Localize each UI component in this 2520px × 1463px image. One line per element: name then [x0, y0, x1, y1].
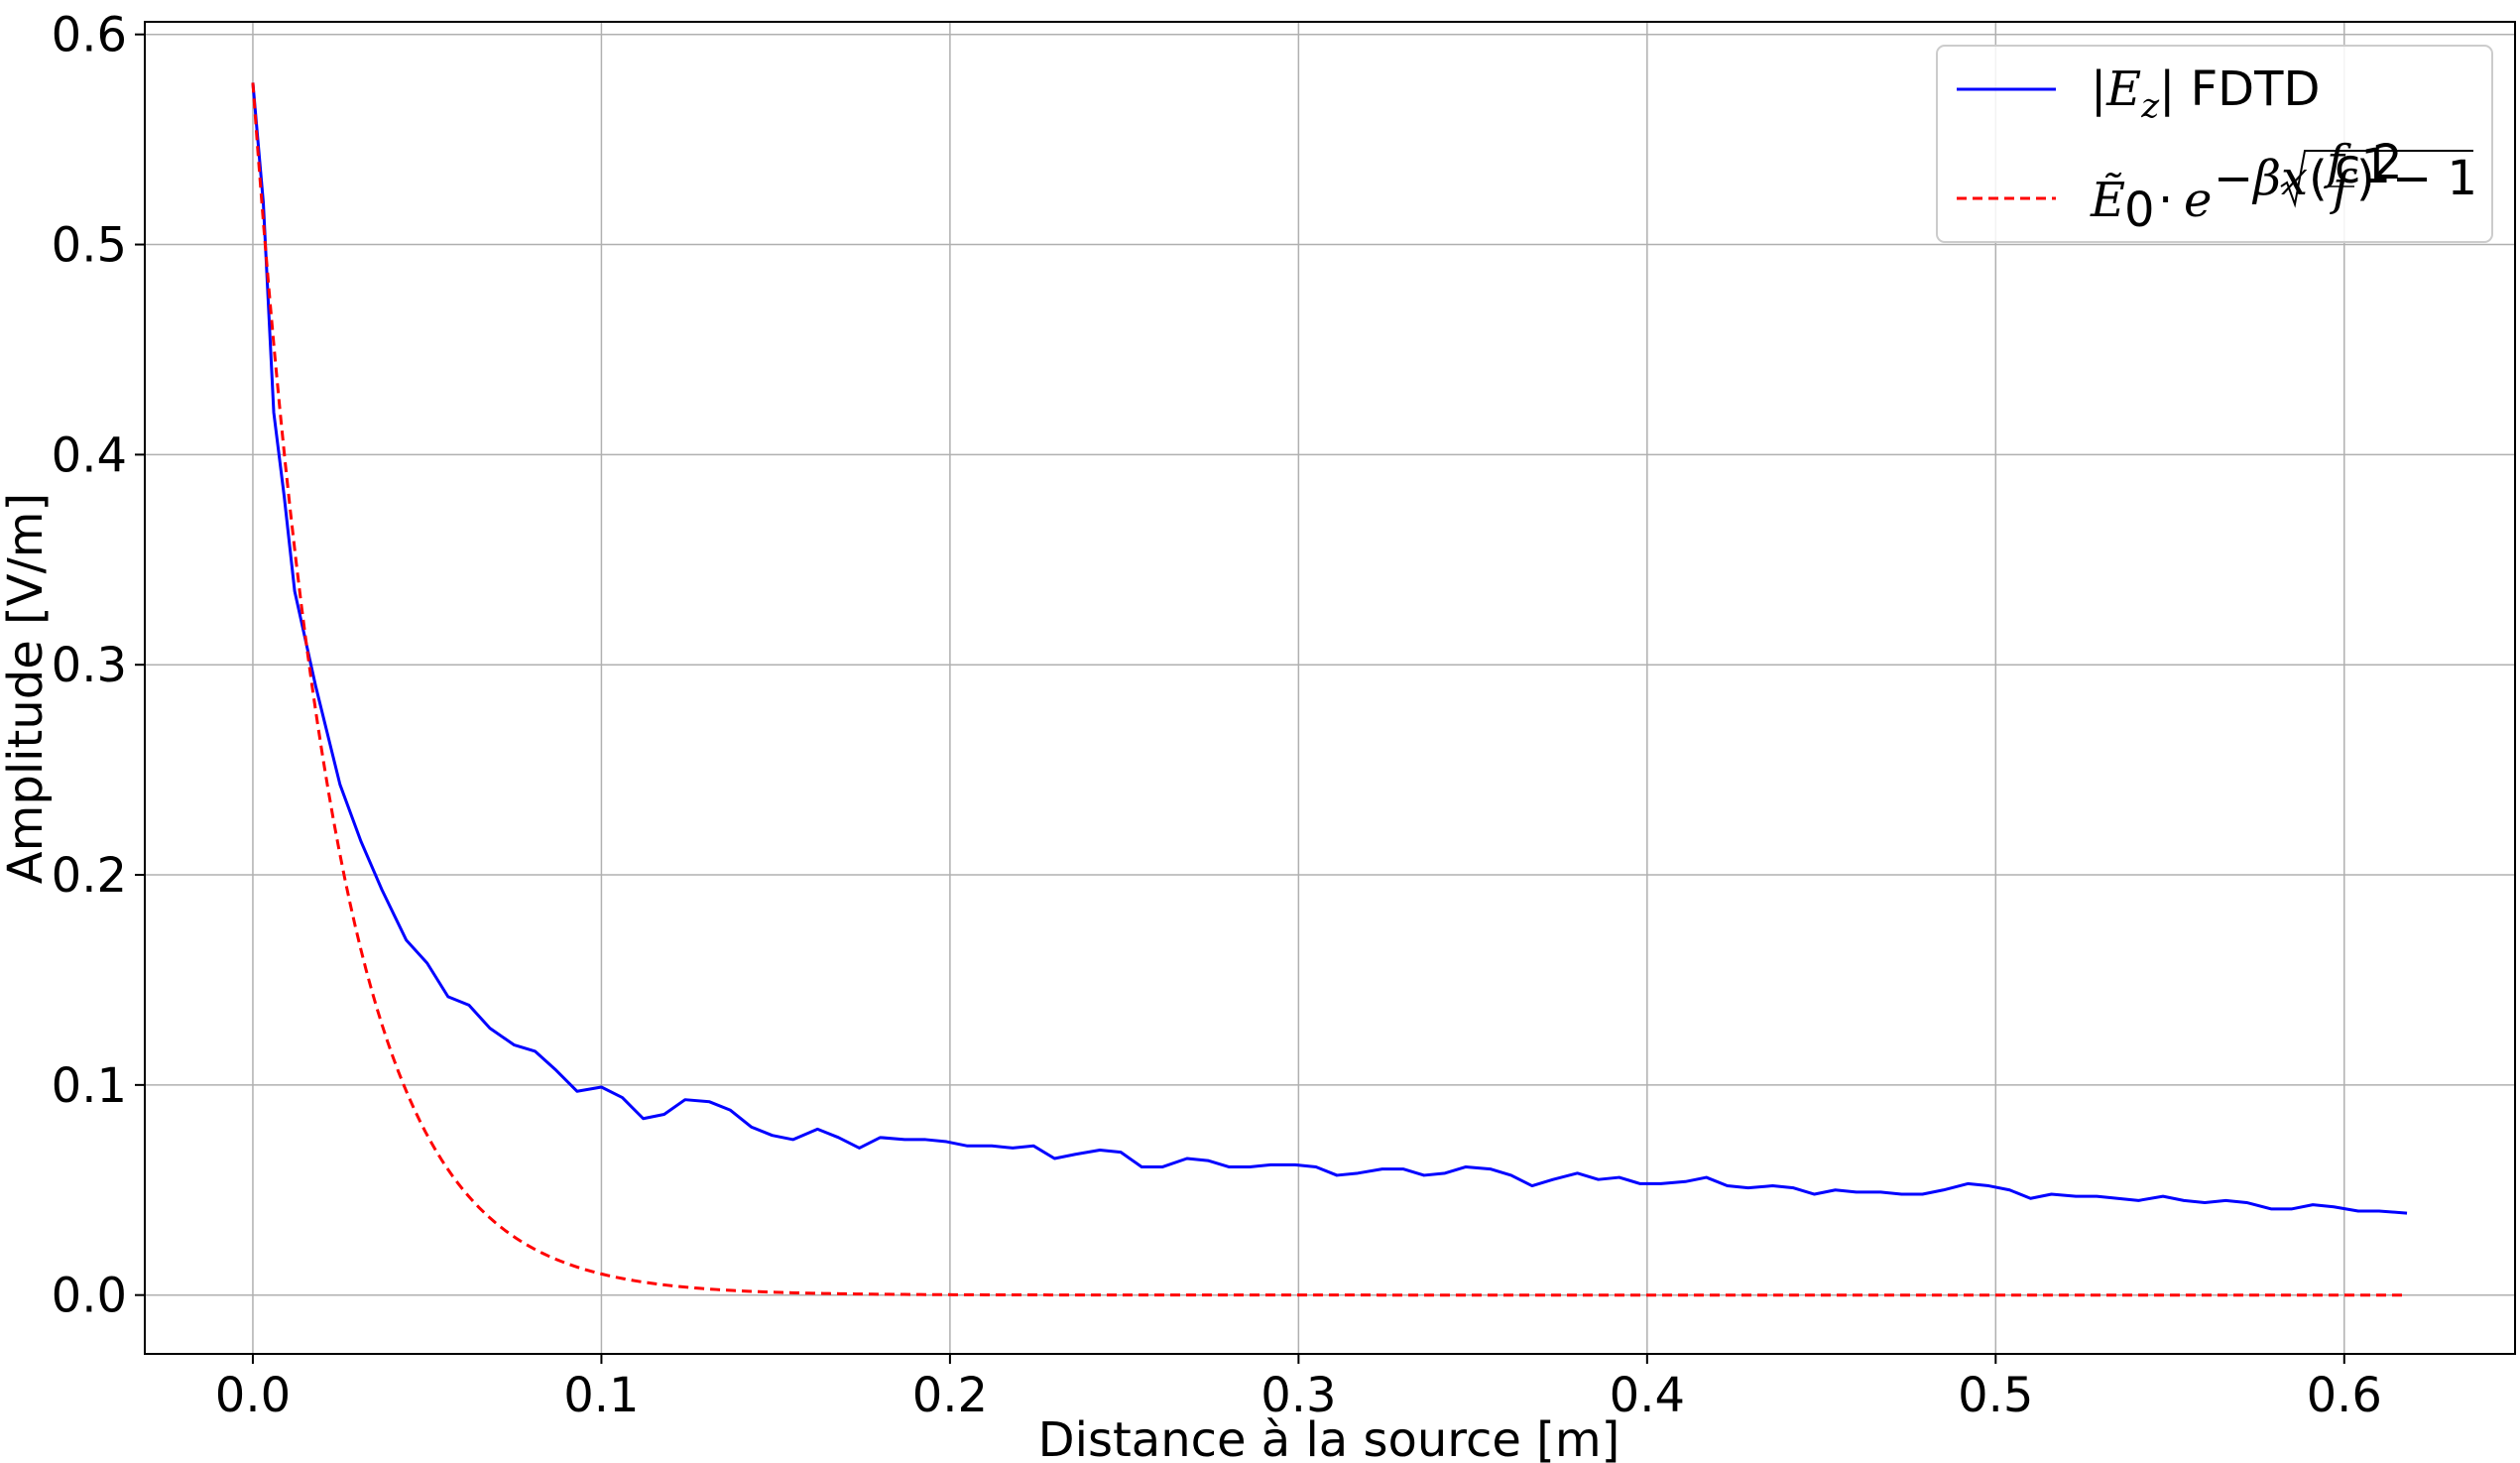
- y-axis-ticks: 0.0 0.1 0.2 0.3 0.4 0.5 0.6: [52, 8, 145, 1324]
- legend-exp-base: e: [2184, 173, 2212, 228]
- x-tick-label-4: 0.4: [1610, 1368, 1685, 1423]
- legend-label-analytic: Ẽ 0 · e −βx ( f c1 f ) 2 − 1: [2090, 135, 2477, 238]
- legend: |Ez| FDTD Ẽ 0 · e −βx ( f c1 f ) 2 − 1: [1936, 45, 2493, 243]
- grid: [145, 22, 2515, 1354]
- series-line-0: [251, 82, 2408, 1215]
- legend-paren-open: (: [2309, 151, 2328, 206]
- x-tick-label-0: 0.0: [215, 1368, 291, 1423]
- legend-dot: ·: [2158, 173, 2173, 228]
- legend-sqrt-sign: [2280, 150, 2473, 208]
- x-axis-label: Distance à la source [m]: [1038, 1412, 1620, 1463]
- y-tick-label-4: 0.4: [52, 427, 127, 483]
- legend-label-fdtd: |Ez| FDTD: [2091, 61, 2320, 126]
- legend-square: 2: [2372, 135, 2403, 190]
- series-layer: [251, 82, 2408, 1297]
- legend-exponent: −βx: [2214, 151, 2308, 206]
- legend-e-tilde: Ẽ: [2090, 172, 2125, 228]
- y-tick-label-2: 0.2: [52, 848, 127, 904]
- legend-minus-one: − 1: [2392, 151, 2477, 206]
- x-tick-label-1: 0.1: [563, 1368, 639, 1423]
- y-tick-label-5: 0.5: [52, 218, 127, 274]
- x-tick-label-6: 0.6: [2307, 1368, 2382, 1423]
- x-tick-label-5: 0.5: [1958, 1368, 2033, 1423]
- x-tick-label-3: 0.3: [1260, 1368, 1336, 1423]
- y-tick-label-6: 0.6: [52, 8, 127, 63]
- legend-sub-zero: 0: [2124, 183, 2155, 238]
- y-tick-label-1: 0.1: [52, 1058, 127, 1114]
- y-tick-label-3: 0.3: [52, 638, 127, 693]
- legend-paren-close: ): [2356, 151, 2375, 206]
- series-line-1: [251, 82, 2408, 1297]
- legend-box: [1936, 45, 2493, 243]
- y-axis-label: Amplitude [V/m]: [0, 493, 54, 884]
- plot-frame: [144, 21, 2516, 1355]
- y-tick-label-0: 0.0: [52, 1269, 127, 1324]
- legend-fc-sub: c1: [2335, 139, 2391, 194]
- x-tick-label-2: 0.2: [912, 1368, 988, 1423]
- x-axis-ticks: 0.0 0.1 0.2 0.3 0.4 0.5 0.6: [215, 1354, 2382, 1423]
